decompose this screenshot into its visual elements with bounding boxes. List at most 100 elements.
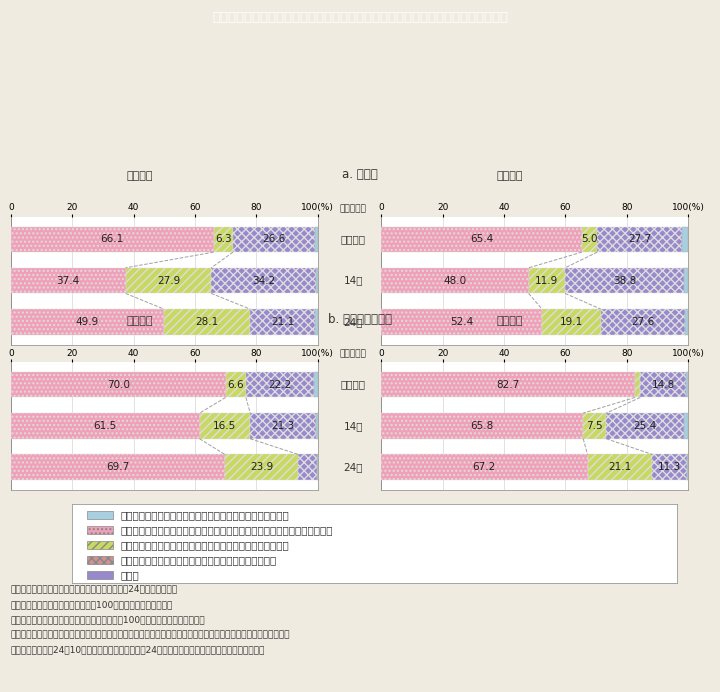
Text: ４．「その他」は，卒業後１年以上経過後に初職についた者，初職なしの者及び初職有無不明の者の合計。: ４．「その他」は，卒業後１年以上経過後に初職についた者，初職なしの者及び初職有無… bbox=[11, 630, 290, 639]
Text: ５．平成24年10月１日時点の調査のため，24年卒業者は卒業から１年が経過していない。: ５．平成24年10月１日時点の調査のため，24年卒業者は卒業から１年が経過してい… bbox=[11, 646, 265, 655]
Bar bbox=[11, 372, 225, 397]
Text: （卒業年）: （卒業年） bbox=[340, 349, 366, 358]
Text: a. 高校卒: a. 高校卒 bbox=[342, 167, 378, 181]
Bar bbox=[583, 413, 606, 439]
Bar bbox=[684, 413, 688, 439]
Text: （備考）１．総務省「就業構造基本調査」（平成24年）より作成。: （備考）１．総務省「就業構造基本調査」（平成24年）より作成。 bbox=[11, 585, 178, 594]
Text: 65.4: 65.4 bbox=[470, 235, 493, 244]
Text: ＜男性＞: ＜男性＞ bbox=[497, 316, 523, 326]
Bar bbox=[315, 413, 318, 439]
Bar bbox=[251, 413, 315, 439]
Bar bbox=[683, 226, 688, 252]
Bar bbox=[606, 413, 684, 439]
Text: 67.2: 67.2 bbox=[473, 462, 496, 472]
Bar bbox=[246, 372, 314, 397]
Bar bbox=[87, 541, 112, 549]
Text: 21.1: 21.1 bbox=[271, 317, 294, 327]
Text: 61.5: 61.5 bbox=[94, 421, 117, 431]
Bar bbox=[164, 309, 251, 335]
Bar bbox=[600, 309, 685, 335]
Bar bbox=[87, 556, 112, 564]
Bar bbox=[635, 372, 640, 397]
Bar bbox=[199, 413, 251, 439]
Bar bbox=[211, 268, 316, 293]
Text: 6.6: 6.6 bbox=[228, 380, 244, 390]
Text: 平成４年: 平成４年 bbox=[341, 235, 366, 244]
Text: 66.1: 66.1 bbox=[101, 235, 124, 244]
Bar bbox=[11, 226, 214, 252]
Text: （卒業年）: （卒業年） bbox=[340, 204, 366, 213]
Text: 21.1: 21.1 bbox=[608, 462, 631, 472]
Text: 11.9: 11.9 bbox=[535, 275, 559, 286]
Text: 69.7: 69.7 bbox=[106, 462, 130, 472]
Bar bbox=[125, 268, 211, 293]
Bar bbox=[315, 226, 318, 252]
Text: 27.6: 27.6 bbox=[631, 317, 654, 327]
Bar bbox=[11, 413, 199, 439]
Text: 自営業主・家族従業者（卒業後１年以内に初職についた者）: 自営業主・家族従業者（卒業後１年以内に初職についた者） bbox=[120, 510, 289, 520]
Text: 14年: 14年 bbox=[343, 275, 363, 286]
Text: 82.7: 82.7 bbox=[497, 380, 520, 390]
Bar bbox=[685, 309, 688, 335]
Bar bbox=[317, 455, 318, 480]
Text: 70.0: 70.0 bbox=[107, 380, 130, 390]
Text: 5.0: 5.0 bbox=[581, 235, 598, 244]
Text: 非正規の職員・従業員（卒業後１年以内に初職についた者）: 非正規の職員・従業員（卒業後１年以内に初職についた者） bbox=[120, 540, 289, 550]
Text: 従業上の地位不詳（卒業後１年以内に初職についた者）: 従業上の地位不詳（卒業後１年以内に初職についた者） bbox=[120, 555, 276, 565]
Bar bbox=[687, 455, 688, 480]
Bar bbox=[382, 309, 542, 335]
Bar bbox=[214, 226, 233, 252]
Text: 11.3: 11.3 bbox=[658, 462, 681, 472]
Bar bbox=[315, 309, 318, 335]
Bar bbox=[316, 268, 318, 293]
Bar bbox=[298, 455, 317, 480]
Bar bbox=[382, 268, 528, 293]
Bar bbox=[11, 268, 125, 293]
Text: 平成４年: 平成４年 bbox=[341, 380, 366, 390]
Bar bbox=[11, 455, 225, 480]
Bar bbox=[684, 268, 688, 293]
Text: 23.9: 23.9 bbox=[250, 462, 273, 472]
Text: ２．各年における卒業者を100として，構成比を算出。: ２．各年における卒業者を100として，構成比を算出。 bbox=[11, 600, 174, 609]
Text: ＜女性＞: ＜女性＞ bbox=[127, 316, 153, 326]
Text: 24年: 24年 bbox=[343, 317, 363, 327]
Text: 34.2: 34.2 bbox=[252, 275, 275, 286]
Text: 7.5: 7.5 bbox=[586, 421, 603, 431]
Bar bbox=[685, 372, 688, 397]
Text: 16.5: 16.5 bbox=[213, 421, 236, 431]
Text: Ｉ－２－７図　初職の従業上の地位・雇用形態の構成比の推移（男女別，教育別）: Ｉ－２－７図 初職の従業上の地位・雇用形態の構成比の推移（男女別，教育別） bbox=[212, 12, 508, 24]
Text: 25.4: 25.4 bbox=[634, 421, 657, 431]
Text: 26.6: 26.6 bbox=[262, 235, 285, 244]
Text: 27.7: 27.7 bbox=[629, 235, 652, 244]
Text: 65.8: 65.8 bbox=[471, 421, 494, 431]
Bar bbox=[251, 309, 315, 335]
Bar bbox=[382, 455, 588, 480]
Text: b. 大学，大学院卒: b. 大学，大学院卒 bbox=[328, 313, 392, 326]
Bar bbox=[11, 309, 164, 335]
Text: 49.9: 49.9 bbox=[76, 317, 99, 327]
Bar bbox=[87, 571, 112, 579]
Text: ＜男性＞: ＜男性＞ bbox=[497, 171, 523, 181]
Bar bbox=[87, 526, 112, 534]
Bar bbox=[87, 511, 112, 519]
Bar bbox=[528, 268, 565, 293]
Bar bbox=[382, 413, 583, 439]
Text: 6.3: 6.3 bbox=[215, 235, 232, 244]
Bar bbox=[225, 372, 246, 397]
Bar bbox=[640, 372, 685, 397]
Text: 38.8: 38.8 bbox=[613, 275, 636, 286]
Text: 48.0: 48.0 bbox=[444, 275, 467, 286]
Text: ＜女性＞: ＜女性＞ bbox=[127, 171, 153, 181]
Text: 会社などの役員，正規の職員・従業員（卒業後１年以内に初職についた者）: 会社などの役員，正規の職員・従業員（卒業後１年以内に初職についた者） bbox=[120, 525, 333, 535]
Bar bbox=[652, 455, 687, 480]
Text: 52.4: 52.4 bbox=[450, 317, 473, 327]
Text: 19.1: 19.1 bbox=[559, 317, 583, 327]
Bar bbox=[382, 226, 582, 252]
Bar bbox=[314, 372, 318, 397]
Bar bbox=[225, 455, 298, 480]
Text: 37.4: 37.4 bbox=[57, 275, 80, 286]
Text: 14.8: 14.8 bbox=[652, 380, 675, 390]
Text: 14年: 14年 bbox=[343, 421, 363, 431]
Text: 22.2: 22.2 bbox=[269, 380, 292, 390]
Bar bbox=[382, 372, 635, 397]
